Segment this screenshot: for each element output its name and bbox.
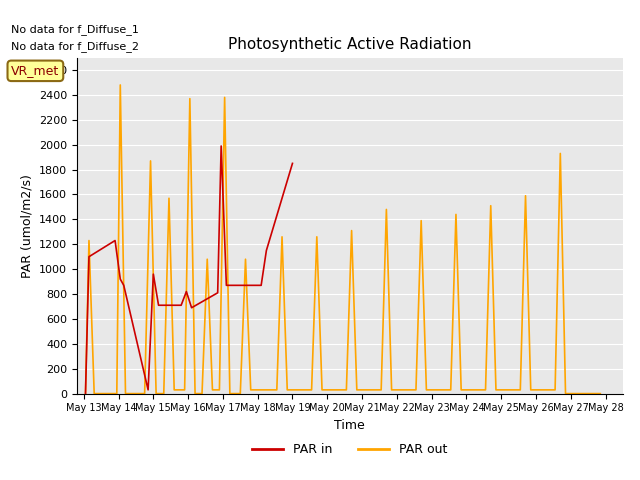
Text: No data for f_Diffuse_1: No data for f_Diffuse_1	[12, 24, 139, 35]
X-axis label: Time: Time	[335, 419, 365, 432]
Text: VR_met: VR_met	[12, 64, 60, 77]
Text: No data for f_Diffuse_2: No data for f_Diffuse_2	[12, 41, 140, 52]
Title: Photosynthetic Active Radiation: Photosynthetic Active Radiation	[228, 37, 472, 52]
Legend: PAR in, PAR out: PAR in, PAR out	[247, 438, 452, 461]
Y-axis label: PAR (umol/m2/s): PAR (umol/m2/s)	[20, 174, 33, 277]
